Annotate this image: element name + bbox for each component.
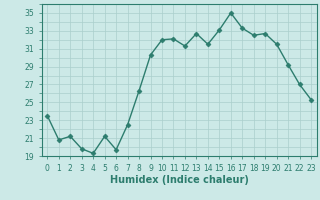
X-axis label: Humidex (Indice chaleur): Humidex (Indice chaleur) <box>110 175 249 185</box>
